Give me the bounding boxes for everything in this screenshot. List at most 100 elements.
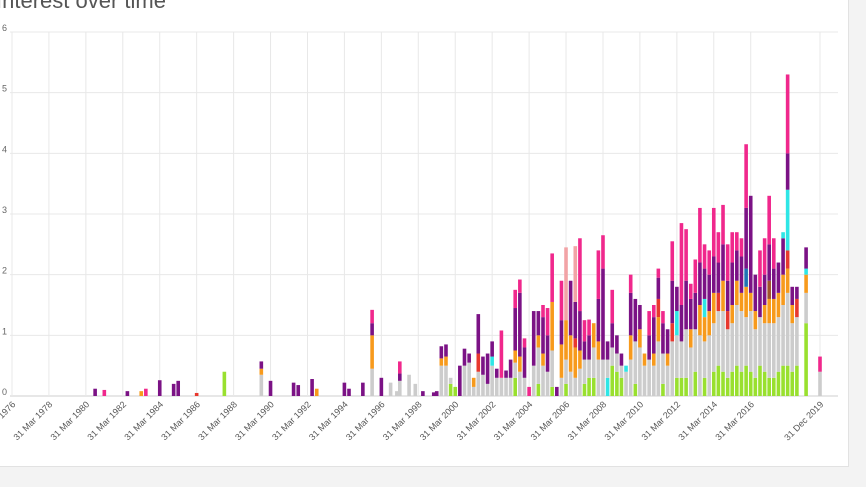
bar-segment bbox=[670, 341, 675, 396]
bar-segment bbox=[795, 298, 799, 318]
bar-segment bbox=[559, 320, 564, 345]
bar-segment bbox=[633, 383, 638, 396]
bar-segment bbox=[395, 391, 399, 396]
bar-segment bbox=[771, 268, 776, 299]
bar-segment bbox=[481, 374, 485, 396]
bar-segment bbox=[453, 386, 458, 396]
bar-segment bbox=[536, 347, 541, 384]
bar-segment bbox=[545, 335, 550, 372]
bar-segment bbox=[421, 391, 425, 396]
bar-segment bbox=[439, 346, 444, 359]
bar-segment bbox=[647, 311, 651, 336]
bar-segment bbox=[633, 341, 638, 384]
bar-segment bbox=[296, 385, 301, 396]
bar-segment bbox=[698, 262, 702, 305]
bar-segment bbox=[776, 317, 781, 372]
bar-segment bbox=[610, 365, 615, 396]
y-tick-label: 4 bbox=[2, 144, 7, 154]
y-tick-label: 6 bbox=[2, 23, 7, 33]
bar-segment bbox=[795, 317, 799, 366]
bar-segment bbox=[578, 311, 582, 351]
bar-segment bbox=[688, 329, 693, 348]
bar-segment bbox=[444, 344, 448, 357]
bar-segment bbox=[684, 280, 688, 330]
bar-segment bbox=[730, 371, 735, 396]
bar-segment bbox=[610, 323, 615, 348]
bar-segment bbox=[679, 341, 684, 378]
bar-segment bbox=[157, 380, 162, 396]
bar-segment bbox=[638, 329, 642, 348]
bar-segment bbox=[711, 207, 716, 257]
bar-segment bbox=[707, 335, 712, 396]
bar-segment bbox=[744, 317, 748, 366]
bar-segment bbox=[545, 308, 550, 336]
bar-segment bbox=[702, 317, 707, 342]
bar-segment bbox=[818, 371, 822, 396]
bar-segment bbox=[541, 317, 545, 354]
bar-segment bbox=[568, 280, 573, 336]
bar-segment bbox=[615, 353, 619, 372]
bar-segment bbox=[601, 235, 605, 269]
bar-segment bbox=[522, 338, 527, 348]
bar-segment bbox=[628, 292, 633, 336]
bar-segment bbox=[730, 305, 735, 324]
bar-segment bbox=[494, 368, 499, 378]
bar-segment bbox=[587, 319, 591, 336]
bar-segment bbox=[522, 347, 527, 378]
bar-segment bbox=[559, 344, 564, 378]
bar-segment bbox=[675, 311, 679, 336]
bar-segment bbox=[513, 377, 518, 396]
bar-segment bbox=[471, 377, 476, 387]
bar-segment bbox=[748, 292, 753, 312]
bar-segment bbox=[370, 309, 374, 324]
bar-segment bbox=[568, 371, 573, 396]
bar-segment bbox=[564, 359, 568, 384]
bar-segment bbox=[748, 311, 753, 372]
bar-segment bbox=[476, 314, 481, 354]
bar-segment bbox=[758, 365, 762, 396]
bar-segment bbox=[739, 371, 744, 396]
bar-segment bbox=[711, 371, 716, 396]
bar-segment bbox=[518, 371, 522, 396]
bar-segment bbox=[518, 292, 522, 357]
bar-segment bbox=[790, 286, 795, 305]
bar-segment bbox=[342, 382, 347, 396]
bar-segment bbox=[596, 250, 601, 299]
bar-segment bbox=[564, 320, 568, 360]
bar-segment bbox=[504, 377, 508, 396]
bar-segment bbox=[781, 238, 785, 275]
bar-segment bbox=[490, 341, 494, 357]
bar-segment bbox=[767, 323, 771, 378]
bar-segment bbox=[721, 204, 725, 245]
bar-segment bbox=[781, 365, 785, 396]
bar-segment bbox=[684, 229, 688, 281]
bar-segment bbox=[748, 195, 753, 293]
bar-segment bbox=[702, 298, 707, 318]
bar-segment bbox=[431, 392, 436, 396]
bar-segment bbox=[541, 353, 545, 366]
bar-segment bbox=[481, 356, 485, 375]
bar-segment bbox=[767, 244, 771, 281]
bar-segment bbox=[513, 350, 518, 363]
bar-segment bbox=[596, 341, 601, 360]
bar-segment bbox=[259, 368, 264, 375]
bar-segment bbox=[707, 311, 712, 336]
bar-segment bbox=[762, 274, 767, 305]
bar-segment bbox=[725, 244, 730, 281]
bar-segment bbox=[642, 353, 647, 366]
bar-segment bbox=[716, 311, 721, 366]
bar-segment bbox=[407, 374, 411, 396]
bar-segment bbox=[785, 189, 790, 251]
bar-segment bbox=[739, 292, 744, 312]
bar-segment bbox=[499, 377, 504, 396]
bar-segment bbox=[804, 292, 808, 324]
bar-segment bbox=[730, 262, 735, 305]
bar-segment bbox=[605, 341, 610, 360]
bar-segment bbox=[102, 389, 107, 396]
bar-segment bbox=[541, 365, 545, 396]
bar-segment bbox=[744, 144, 748, 208]
bar-segment bbox=[610, 347, 615, 366]
bar-segment bbox=[370, 323, 374, 336]
y-tick-label: 3 bbox=[2, 205, 7, 215]
bar-segment bbox=[679, 305, 684, 342]
